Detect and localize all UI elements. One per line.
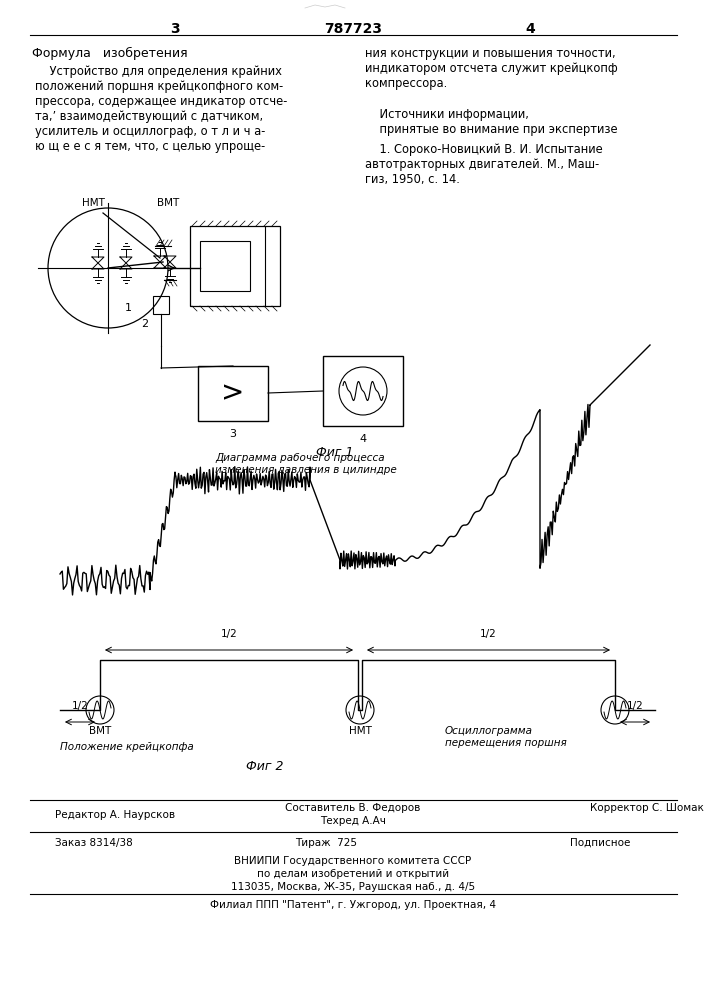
- Bar: [323, 356, 403, 426]
- Text: 1/2: 1/2: [221, 629, 238, 639]
- Text: Осциллограмма
перемещения поршня: Осциллограмма перемещения поршня: [445, 726, 567, 748]
- Text: НМТ: НМТ: [349, 726, 371, 736]
- Text: Тираж  725: Тираж 725: [295, 838, 357, 848]
- Text: 2: 2: [141, 319, 148, 329]
- Text: 1. Сороко-Новицкий В. И. Испытание
автотракторных двигателей. М., Маш-
гиз, 1950: 1. Сороко-Новицкий В. И. Испытание автот…: [365, 143, 603, 186]
- Bar: [198, 366, 268, 421]
- Text: 1: 1: [124, 303, 132, 313]
- Text: 4: 4: [359, 434, 366, 444]
- Text: Устройство для определения крайних
положений поршня крейцкопфного ком-
прессора,: Устройство для определения крайних полож…: [35, 65, 287, 153]
- Text: Филиал ППП "Патент", г. Ужгород, ул. Проектная, 4: Филиал ППП "Патент", г. Ужгород, ул. Про…: [210, 900, 496, 910]
- Text: Диаграмма рабочего процесса
изменения давления в цилиндре: Диаграмма рабочего процесса изменения да…: [215, 453, 397, 475]
- Text: Техред А.Ач: Техред А.Ач: [320, 816, 386, 826]
- Text: ВНИИПИ Государственного комитета СССР: ВНИИПИ Государственного комитета СССР: [235, 856, 472, 866]
- Text: ния конструкции и повышения точности,
индикатором отсчета служит крейцкопф
компр: ния конструкции и повышения точности, ин…: [365, 47, 618, 90]
- Text: Источники информации,
    принятые во внимание при экспертизе: Источники информации, принятые во вниман…: [365, 108, 618, 136]
- Text: Фиг 2: Фиг 2: [246, 760, 284, 773]
- Text: 1/2: 1/2: [480, 629, 497, 639]
- Text: Фиг 1: Фиг 1: [316, 446, 354, 459]
- Bar: [200, 241, 250, 291]
- Text: НМТ: НМТ: [81, 198, 105, 208]
- Text: 3: 3: [170, 22, 180, 36]
- Text: по делам изобретений и открытий: по делам изобретений и открытий: [257, 869, 449, 879]
- Text: Составитель В. Федоров: Составитель В. Федоров: [286, 803, 421, 813]
- Text: 113035, Москва, Ж-35, Раушская наб., д. 4/5: 113035, Москва, Ж-35, Раушская наб., д. …: [231, 882, 475, 892]
- Text: 4: 4: [525, 22, 535, 36]
- Text: Заказ 8314/38: Заказ 8314/38: [55, 838, 133, 848]
- Text: >: >: [221, 379, 245, 407]
- Text: 3: 3: [230, 429, 237, 439]
- Bar: [190, 226, 280, 306]
- Text: Редактор А. Наурсков: Редактор А. Наурсков: [55, 810, 175, 820]
- Text: 1/2: 1/2: [71, 701, 88, 711]
- Text: Формула   изобретения: Формула изобретения: [33, 47, 188, 60]
- Text: 1/2: 1/2: [626, 701, 643, 711]
- Text: Подписное: Подписное: [570, 838, 631, 848]
- Text: ВМТ: ВМТ: [89, 726, 111, 736]
- Text: 787723: 787723: [324, 22, 382, 36]
- Text: Положение крейцкопфа: Положение крейцкопфа: [60, 742, 194, 752]
- Bar: [153, 296, 169, 314]
- Text: ВМТ: ВМТ: [157, 198, 179, 208]
- Text: Корректор С. Шомак: Корректор С. Шомак: [590, 803, 704, 813]
